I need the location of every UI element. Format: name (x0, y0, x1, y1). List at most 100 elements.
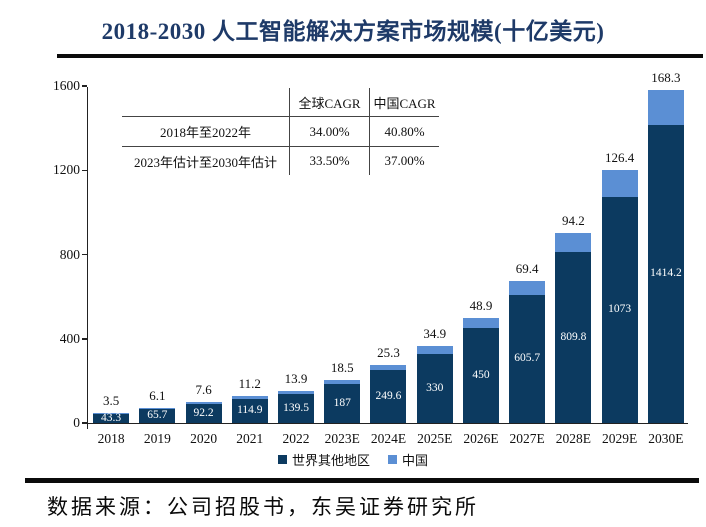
bar-segment-china (370, 365, 407, 371)
legend-label: 世界其他地区 (291, 453, 370, 468)
y-axis-tick-label: 0 (73, 415, 80, 430)
y-axis-tick-label: 1600 (53, 78, 80, 93)
bar-value-label-china: 3.5 (102, 393, 120, 409)
bar-value-label-china: 11.2 (238, 376, 261, 392)
bar-slot: 139.5 13.9 2022 (273, 87, 319, 446)
stacked-bar: 43.3 (93, 411, 130, 424)
bar-slot: 1414.2 168.3 2030E (643, 70, 689, 446)
bar-value-label-rest-of-world: 65.7 (147, 409, 168, 422)
cagr-table-cell: 34.00% (289, 117, 369, 147)
bar-segment-china (509, 280, 546, 296)
bar-value-label-rest-of-world: 809.8 (560, 330, 587, 343)
bar-value-label-china: 7.6 (195, 381, 212, 397)
cagr-table-cell: 40.80% (369, 117, 439, 147)
bar-slot: 187 18.5 2023E (319, 87, 365, 446)
y-axis-tick-mark (81, 338, 87, 340)
bar-value-label-rest-of-world: 1414.2 (650, 267, 682, 280)
cagr-table-header-blank (122, 88, 289, 117)
cagr-table-cell: 33.50% (289, 147, 369, 175)
divider-line (25, 478, 699, 483)
x-axis-category-label: 2024E (370, 431, 407, 446)
bar-value-label-china: 94.2 (562, 212, 585, 228)
cagr-table-header-global: 全球CAGR (289, 88, 369, 117)
bar-slot: 330 34.9 2025E (412, 87, 458, 446)
y-axis-tick-mark (81, 422, 87, 424)
x-axis-category-label: 2029E (602, 431, 638, 446)
bar-slot: 65.7 6.1 2019 (134, 87, 180, 446)
bar-segment-china (601, 170, 638, 197)
bar-value-label-rest-of-world: 114.9 (237, 404, 263, 417)
x-axis-category-label: 2022 (282, 431, 310, 446)
bar-segment-china (555, 232, 592, 253)
bar-value-label-rest-of-world: 1073 (608, 303, 632, 316)
stacked-bar: 249.6 (370, 365, 407, 423)
bar-segment-rest-of-world: 809.8 (555, 252, 592, 423)
stacked-bar: 139.5 (278, 390, 315, 423)
bar-segment-rest-of-world: 92.2 (185, 403, 222, 423)
legend-item: 世界其他地区 (277, 450, 370, 469)
bar-slot: 92.2 7.6 2020 (180, 87, 226, 446)
bar-segment-rest-of-world: 605.7 (509, 295, 546, 423)
bar-value-label-china: 126.4 (605, 150, 635, 166)
bar-slot: 450 48.9 2026E (458, 87, 504, 446)
bar-value-label-rest-of-world: 43.3 (101, 411, 122, 424)
bar-segment-china (185, 401, 222, 404)
bar-segment-rest-of-world: 1414.2 (647, 125, 684, 423)
bar-slot: 43.3 3.5 2018 (88, 87, 134, 446)
x-axis-category-label: 2025E (417, 431, 453, 446)
bar-segment-rest-of-world: 1073 (601, 197, 638, 423)
bar-value-label-rest-of-world: 187 (333, 396, 351, 409)
x-axis-category-label: 2027E (509, 431, 545, 446)
bar-slot: 1073 126.4 2029E (597, 87, 643, 446)
x-axis-category-label: 2030E (648, 431, 684, 446)
bar-segment-rest-of-world: 249.6 (370, 370, 407, 423)
bar-value-label-rest-of-world: 249.6 (375, 389, 402, 402)
chart-title: 2018-2030 人工智能解决方案市场规模(十亿美元) (101, 19, 605, 44)
cagr-table-header-china: 中国CAGR (369, 88, 439, 117)
x-axis-category-label: 2020 (190, 431, 218, 446)
stacked-bar: 65.7 (139, 407, 176, 423)
stacked-bar: 605.7 (509, 280, 546, 423)
bar-value-label-china: 6.1 (149, 387, 166, 403)
y-axis-tick-label: 400 (59, 330, 80, 346)
bar-segment-china (647, 89, 684, 126)
bar-value-label-china: 25.3 (377, 345, 400, 361)
legend-item: 中国 (388, 450, 428, 469)
y-axis-tick-mark (81, 253, 87, 256)
legend-swatch (388, 455, 397, 464)
bar-segment-china (139, 407, 176, 410)
bar-value-label-china: 34.9 (423, 326, 447, 342)
bar-value-label-china: 18.5 (330, 359, 354, 375)
x-axis-category-label: 2028E (555, 431, 592, 446)
bar-segment-rest-of-world: 187 (324, 383, 361, 423)
cagr-table-row-label: 2018年至2022年 (122, 117, 289, 147)
bar-value-label-china: 168.3 (651, 69, 681, 85)
x-axis-origin-tick (86, 423, 88, 429)
stacked-bar: 809.8 (555, 232, 592, 423)
cagr-table: 全球CAGR 中国CAGR 2018年至2022年 34.00% 40.80% … (122, 88, 439, 175)
chart-legend: 世界其他地区 中国 (0, 450, 706, 469)
cagr-table-row-label: 2023年估计至2030年估计 (133, 154, 277, 170)
y-axis-tick-label: 800 (59, 246, 80, 262)
bar-value-label-china: 48.9 (469, 297, 493, 313)
bar-slot: 605.7 69.4 2027E (504, 87, 550, 446)
stacked-bar: 1073 (601, 170, 638, 423)
stacked-bar: 92.2 (185, 401, 222, 423)
x-axis-category-label: 2026E (463, 431, 499, 446)
stacked-bar: 330 (416, 346, 453, 423)
bar-value-label-china: 13.9 (284, 370, 308, 386)
bar-value-label-rest-of-world: 139.5 (283, 401, 309, 414)
x-axis-category-label: 2019 (143, 431, 171, 446)
bar-segment-rest-of-world: 330 (416, 353, 453, 423)
bar-segment-rest-of-world: 139.5 (278, 393, 315, 423)
stacked-bar: 1414.2 (647, 89, 684, 423)
bar-slot: 114.9 11.2 2021 (227, 87, 273, 446)
x-axis-category-label: 2021 (236, 431, 264, 446)
bar-value-label-rest-of-world: 605.7 (514, 352, 541, 365)
y-axis-tick-mark (81, 85, 87, 87)
legend-label: 中国 (402, 453, 429, 468)
x-axis-category-label: 2023E (324, 431, 360, 446)
x-axis-category-label: 2018 (97, 431, 125, 446)
bar-slot: 809.8 94.2 2028E (550, 87, 596, 446)
